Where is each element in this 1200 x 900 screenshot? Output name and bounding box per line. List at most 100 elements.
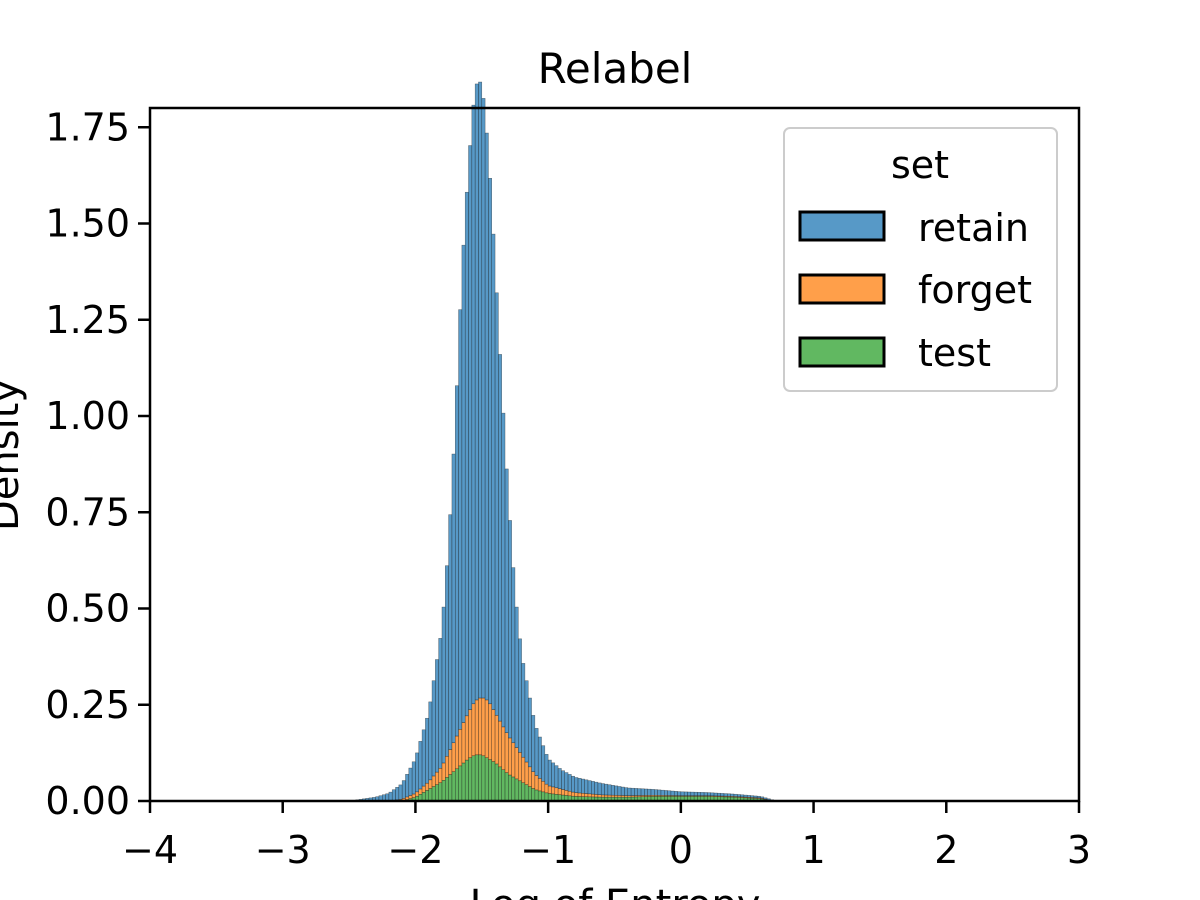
bar-forget [514, 747, 519, 780]
y-tick-label: 0.00 [45, 779, 130, 823]
y-tick-label: 1.50 [45, 202, 130, 246]
y-tick-label: 0.25 [45, 683, 130, 727]
bar-forget [581, 793, 585, 797]
bar-test [491, 761, 496, 802]
bar-retain [600, 783, 605, 796]
bar-forget [405, 796, 410, 800]
bar-test [531, 788, 536, 802]
legend-swatch-test [798, 336, 886, 368]
bar-forget [531, 771, 536, 789]
bar-retain [454, 385, 459, 737]
bar-retain [551, 762, 556, 788]
bar-retain [664, 790, 668, 796]
legend: set retain forget test [783, 127, 1058, 392]
bar-test [454, 768, 459, 802]
bar-test [448, 774, 453, 802]
bar-retain [604, 783, 609, 796]
bar-retain [445, 565, 449, 757]
bar-retain [584, 779, 589, 794]
bar-retain [693, 791, 698, 796]
histogram-bars [348, 81, 781, 802]
x-tick-label: 1 [801, 828, 825, 872]
x-tick-label: −2 [387, 828, 443, 872]
bar-retain [471, 104, 476, 705]
bar-forget [478, 697, 483, 756]
bar-forget [494, 715, 499, 765]
bar-test [464, 759, 469, 802]
bar-test [428, 788, 433, 802]
bar-test [421, 792, 426, 802]
bar-retain [640, 788, 645, 796]
bar-forget [428, 779, 433, 789]
bar-test [461, 762, 466, 802]
bar-forget [421, 785, 426, 793]
legend-label-test: test [918, 331, 991, 375]
bar-retain [624, 787, 629, 796]
bar-forget [408, 795, 413, 799]
bar-retain [501, 412, 506, 728]
bar-test [478, 754, 483, 802]
bar-forget [508, 737, 512, 776]
bar-retain [634, 788, 638, 796]
bar-forget [464, 715, 469, 761]
bar-retain [760, 796, 765, 799]
bar-test [481, 755, 486, 802]
bar-test [435, 784, 439, 802]
bar-test [474, 754, 479, 802]
bar-forget [554, 787, 559, 795]
bar-retain [727, 793, 731, 797]
bar-forget [537, 778, 542, 792]
legend-box [783, 127, 1058, 392]
bar-test [518, 780, 522, 802]
bar-forget [584, 793, 589, 797]
bar-retain [654, 789, 658, 796]
bar-forget [454, 735, 459, 770]
bar-retain [707, 792, 711, 796]
bar-retain [587, 780, 592, 795]
y-axis: 0.00 0.25 0.50 0.75 1.00 1.25 1.50 1.75 [45, 105, 150, 823]
bar-forget [600, 794, 605, 798]
bar-forget [418, 788, 423, 795]
bar-forget [521, 756, 526, 783]
bar-retain [425, 717, 429, 784]
legend-swatch-retain [798, 210, 886, 242]
bar-forget [415, 791, 419, 797]
bar-forget [411, 793, 416, 798]
bar-forget [461, 722, 466, 764]
bar-test [494, 763, 499, 802]
bar-retain [388, 791, 393, 802]
bar-retain [630, 787, 635, 796]
bar-retain [488, 178, 492, 705]
x-tick-label: −3 [255, 828, 311, 872]
bar-retain [720, 793, 725, 797]
legend-swatch-forget [798, 273, 886, 305]
bar-retain [647, 788, 652, 796]
bar-retain [518, 638, 522, 753]
bar-retain [743, 794, 748, 798]
bar-retain [637, 788, 642, 796]
bar-retain [717, 792, 721, 797]
bar-retain [680, 791, 685, 796]
bar-retain [683, 791, 688, 796]
bar-retain [468, 145, 473, 710]
bar-forget [451, 742, 456, 772]
bar-retain [411, 761, 416, 795]
bar-retain [610, 785, 615, 796]
bar-retain [524, 680, 529, 763]
bar-retain [697, 792, 702, 796]
bar-forget [445, 755, 449, 778]
bar-retain [687, 791, 692, 796]
bar-forget [491, 709, 496, 762]
bar-retain [700, 792, 705, 796]
bar-forget [571, 791, 575, 797]
bar-retain [514, 606, 519, 748]
plot-frame [148, 106, 1081, 803]
bar-retain [581, 778, 585, 794]
bar-forget [617, 795, 622, 798]
bar-retain [464, 191, 469, 717]
bar-retain [458, 309, 463, 730]
bar-test [504, 772, 509, 802]
bar-retain [461, 244, 466, 723]
bar-forget [431, 775, 436, 787]
